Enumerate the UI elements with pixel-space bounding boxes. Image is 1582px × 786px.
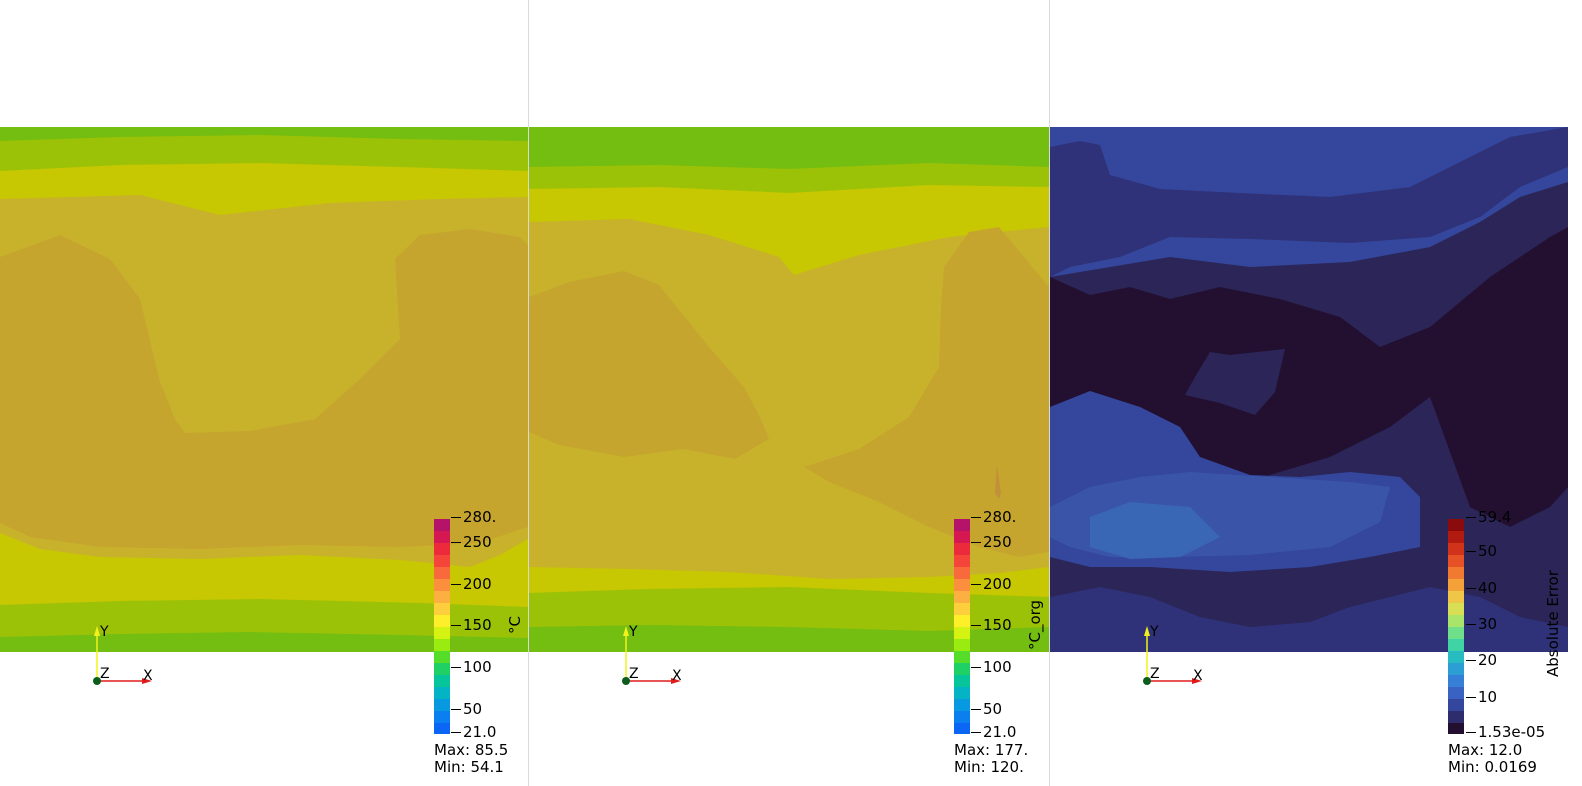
colorbar-tick-label: 250 — [451, 533, 492, 551]
colorbar-title: °C — [506, 616, 524, 634]
colorbar-prediction — [434, 519, 450, 734]
colorbar-tick-label: 50 — [1465, 542, 1498, 560]
render-view-original[interactable]: 280. 250 200 150 100 50 21.0 °C_org Max:… — [529, 0, 1049, 786]
axis-label-x: X — [143, 668, 153, 684]
temperature-field-original — [529, 127, 1049, 652]
colorbar-tick-label: 150 — [451, 616, 492, 634]
colorbar-tick-label: 40 — [1465, 579, 1498, 597]
axis-label-z: Z — [1150, 666, 1160, 682]
colorbar-tick-label: 59.4 — [1465, 508, 1512, 526]
orientation-axes: Y Z X — [1138, 622, 1218, 692]
colorbar-tick-label: 30 — [1465, 615, 1498, 633]
colorbar-tick-label: 21.0 — [450, 723, 497, 741]
colorbar-tick-label: 200 — [451, 575, 492, 593]
axis-label-y: Y — [100, 624, 109, 640]
colorbar-tick-label: 50 — [450, 700, 483, 718]
view-divider[interactable] — [1049, 0, 1050, 786]
colorbar-title: Absolute Error — [1544, 570, 1562, 677]
colorbar-original — [954, 519, 970, 734]
range-min-label: Min: 120. — [954, 758, 1024, 776]
axis-label-y: Y — [629, 624, 638, 640]
orientation-axes: Y Z X — [88, 622, 168, 692]
colorbar-tick-label: 100 — [451, 658, 492, 676]
error-field — [1050, 127, 1568, 652]
colorbar-tick-label: 100 — [971, 658, 1012, 676]
temperature-field-prediction — [0, 127, 528, 652]
range-max-label: Max: 177. — [954, 741, 1029, 759]
range-min-label: Min: 0.0169 — [1448, 758, 1537, 776]
axis-label-z: Z — [100, 666, 110, 682]
range-max-label: Max: 85.5 — [434, 741, 509, 759]
view-divider[interactable] — [528, 0, 529, 786]
colorbar-tick-label: 1.53e-05 — [1465, 723, 1546, 741]
colorbar-tick-label: 150 — [971, 616, 1012, 634]
range-max-label: Max: 12.0 — [1448, 741, 1523, 759]
colorbar-error — [1448, 519, 1464, 734]
axis-label-z: Z — [629, 666, 639, 682]
colorbar-tick-label: 20 — [1465, 651, 1498, 669]
render-view-prediction[interactable]: 280. 250 200 150 100 50 21.0 °C Max: 85.… — [0, 0, 528, 786]
axis-label-x: X — [672, 668, 682, 684]
colorbar-tick-label: 10 — [1465, 688, 1498, 706]
axis-label-y: Y — [1150, 624, 1159, 640]
colorbar-tick-label: 50 — [970, 700, 1003, 718]
colorbar-tick-label: 200 — [971, 575, 1012, 593]
colorbar-tick-label: 280. — [450, 508, 497, 526]
colorbar-title: °C_org — [1026, 599, 1044, 650]
orientation-axes: Y Z X — [617, 622, 697, 692]
colorbar-tick-label: 250 — [971, 533, 1012, 551]
axis-label-x: X — [1193, 668, 1203, 684]
colorbar-tick-label: 21.0 — [970, 723, 1017, 741]
render-view-error[interactable]: 59.4 50 40 30 20 10 1.53e-05 Absolute Er… — [1050, 0, 1582, 786]
range-min-label: Min: 54.1 — [434, 758, 504, 776]
colorbar-tick-label: 280. — [970, 508, 1017, 526]
